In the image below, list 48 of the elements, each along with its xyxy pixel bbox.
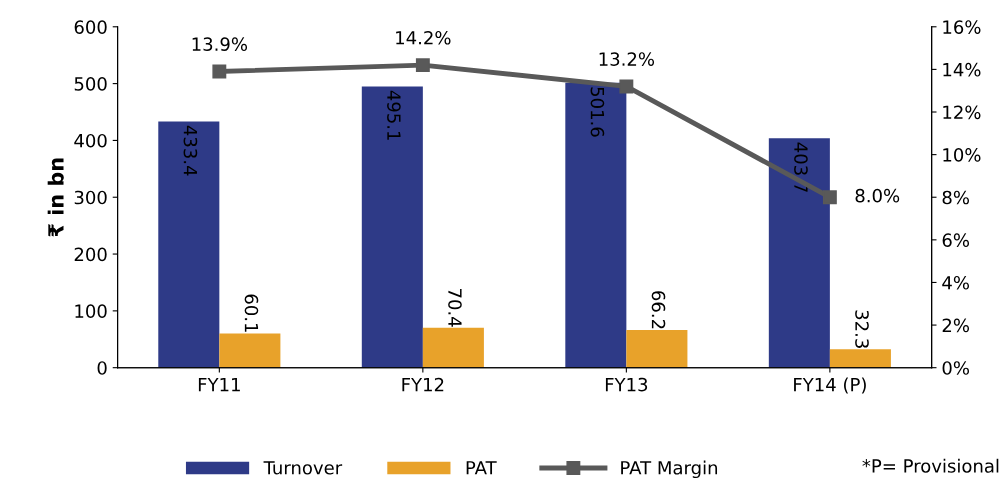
bar	[829, 349, 891, 368]
legend-label: PAT Margin	[621, 460, 718, 479]
bar	[626, 330, 688, 368]
y-tick-label: 600	[74, 20, 107, 34]
y-tick-label: 100	[75, 304, 107, 318]
point	[822, 190, 837, 205]
data-label: 32.3	[855, 310, 869, 348]
data-label: 70.4	[448, 288, 462, 327]
point	[212, 64, 227, 79]
data-label: 13.9%	[192, 37, 248, 51]
y-tick-label: 500	[74, 77, 107, 91]
y2-tick-label: 4%	[942, 275, 969, 290]
x-tick-label: FY12	[402, 377, 444, 392]
data-label: 495.1	[387, 90, 401, 140]
y2-tick-label: 2%	[942, 318, 969, 333]
data-label: 8.0%	[855, 188, 900, 203]
legend-label: PAT	[466, 461, 497, 475]
y-tick-label: 300	[74, 190, 107, 205]
bar	[422, 327, 484, 368]
point	[619, 79, 634, 94]
data-label: 66.2	[651, 291, 666, 329]
data-label: 13.2%	[599, 52, 655, 66]
y-tick-label: 0	[97, 361, 107, 375]
y2-tick-label: 16%	[943, 20, 981, 34]
data-label: 14.2%	[396, 30, 451, 45]
point	[415, 58, 430, 73]
y2-tick-label: 12%	[943, 105, 981, 120]
y2-tick-label: 10%	[943, 148, 981, 162]
y-axis-title: ₹ in bn	[47, 158, 64, 237]
bar	[768, 138, 830, 368]
y2-tick-label: 0%	[942, 361, 969, 375]
y-tick-label: 200	[74, 247, 107, 262]
text: *P= Provisional	[862, 458, 999, 473]
y-tick-label: 400	[74, 133, 107, 148]
data-label: 433.4	[183, 125, 198, 176]
y2-tick-label: 14%	[943, 62, 981, 77]
bar	[565, 82, 627, 368]
y2-tick-label: 8%	[942, 190, 969, 205]
x-tick-label: FY13	[605, 377, 648, 392]
bar	[219, 333, 281, 368]
bar	[158, 121, 220, 368]
x-tick-label: FY11	[198, 377, 240, 392]
data-label: 501.6	[590, 87, 605, 137]
legend-label: Turnover	[263, 461, 343, 475]
bar	[361, 86, 423, 368]
x-tick-label: FY14 (P)	[794, 377, 866, 394]
y2-tick-label: 6%	[942, 233, 969, 247]
data-label: 60.1	[244, 294, 259, 332]
